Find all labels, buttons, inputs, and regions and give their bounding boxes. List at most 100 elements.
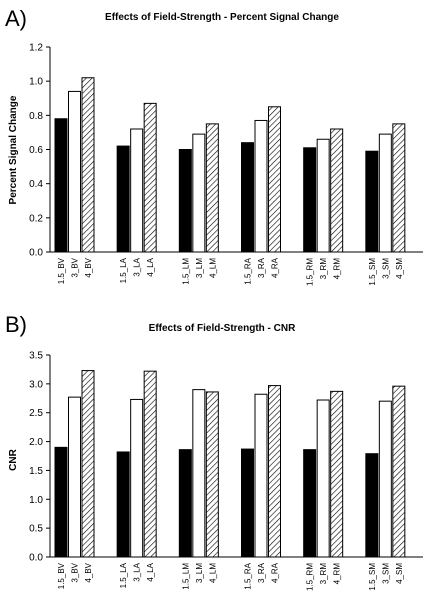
chart-a-bar-3_RA xyxy=(254,119,268,253)
chart-a-ytick-label: 1.2 xyxy=(29,43,43,54)
chart-b-bar-3_RM xyxy=(316,399,330,558)
chart-a-xtick-label: 3_RM xyxy=(319,258,328,280)
chart-a-xtick-label: 1.5_BV xyxy=(57,257,66,284)
chart-b-bar-4_BV xyxy=(81,370,95,558)
chart-b: B) Effects of Field-Strength - CNR CNR 0… xyxy=(5,312,423,591)
chart-a-xtick-label: 3_BV xyxy=(71,257,80,277)
chart-a-xtick-label: 3_LA xyxy=(133,257,142,276)
chart-b-title: Effects of Field-Strength - CNR xyxy=(149,323,296,334)
chart-b-ytick-label: 0.5 xyxy=(29,524,43,535)
chart-b-xtick-label: 3_RM xyxy=(319,563,328,585)
chart-a-ytick-label: 0.8 xyxy=(29,111,43,122)
chart-b-bar-1.5_SM xyxy=(365,453,379,558)
chart-a-xtick-label: 1.5_RA xyxy=(244,257,253,284)
chart-a-xtick-label: 1.5_RM xyxy=(306,258,315,286)
chart-a-xtick-label: 1.5_LM xyxy=(181,258,190,285)
chart-a-ytick-label: 0.2 xyxy=(29,213,43,224)
chart-b-ytick-label: 3.0 xyxy=(29,379,43,390)
chart-a-ytick-label: 1.0 xyxy=(29,77,43,88)
chart-a-xtick-label: 4_LA xyxy=(146,257,155,276)
chart-b-bar-3_LM xyxy=(192,389,206,558)
chart-a-ylabel: Percent Signal Change xyxy=(8,95,19,204)
chart-a-xtick-label: 4_BV xyxy=(84,257,93,277)
chart-b-xtick-label: 4_LA xyxy=(146,562,155,581)
chart-a-bar-3_RM xyxy=(316,138,330,253)
chart-a-xtick-label: 3_LM xyxy=(195,258,204,278)
chart-b-xticks: 1.5_BV 3_BV 4_BV 1.5_LA 3_LA 4_LA 1.5_LM 3_LM 4_… xyxy=(57,562,404,591)
chart-b-ytick-label: 1.0 xyxy=(29,495,43,506)
chart-b-ylabel: CNR xyxy=(8,448,19,470)
chart-b-xtick-label: 3_RA xyxy=(257,562,266,583)
chart-a-bar-1.5_RA xyxy=(241,142,254,253)
chart-b-ytick-label: 3.5 xyxy=(29,351,43,362)
chart-a-axes: 0.0 0.2 0.4 0.6 0.8 1.0 1.2 xyxy=(29,43,423,259)
chart-a-xtick-label: 4_RA xyxy=(271,257,280,278)
chart-a-xtick-label: 1.5_LA xyxy=(119,257,128,283)
chart-b-xtick-label: 4_LM xyxy=(208,563,217,583)
chart-a-bars xyxy=(54,77,406,253)
chart-a-bar-4_SM xyxy=(392,123,406,253)
chart-a-bar-4_RM xyxy=(330,128,344,253)
chart-a-bar-4_RA xyxy=(268,106,281,253)
chart-b-bar-3_SM xyxy=(378,400,392,558)
chart-b-xtick-label: 3_LA xyxy=(133,562,142,581)
chart-b-xtick-label: 3_BV xyxy=(71,562,80,582)
chart-b-xtick-label: 4_BV xyxy=(84,562,93,582)
chart-b-xtick-label: 1.5_LM xyxy=(181,563,190,590)
chart-b-xtick-label: 1.5_LA xyxy=(119,562,128,588)
chart-b-bar-3_LA xyxy=(130,398,144,558)
chart-a-ytick-label: 0.4 xyxy=(29,179,43,190)
chart-b-bar-1.5_RM xyxy=(303,449,317,558)
panel-label-a: A) xyxy=(5,6,27,31)
chart-a-bar-4_BV xyxy=(81,77,95,253)
chart-a-bar-1.5_RM xyxy=(303,147,317,253)
chart-a-bar-1.5_BV xyxy=(54,118,68,253)
chart-b-ytick-label: 2.5 xyxy=(29,408,43,419)
chart-b-xtick-label: 4_SM xyxy=(395,563,404,584)
chart-a-xtick-label: 3_RA xyxy=(257,257,266,278)
chart-a-bar-3_SM xyxy=(378,133,392,253)
chart-a: A) Effects of Field-Strength - Percent S… xyxy=(5,6,423,286)
chart-b-bar-4_LM xyxy=(205,391,219,558)
chart-b-bar-3_BV xyxy=(68,396,81,558)
chart-b-ytick-label: 1.5 xyxy=(29,466,43,477)
chart-b-ytick-label: 2.0 xyxy=(29,437,43,448)
chart-a-xtick-label: 4_LM xyxy=(208,258,217,278)
chart-b-xtick-label: 4_RM xyxy=(333,563,342,585)
chart-b-xtick-label: 1.5_RA xyxy=(244,562,253,589)
chart-a-bar-1.5_SM xyxy=(365,150,379,253)
chart-a-bar-3_LA xyxy=(130,128,144,253)
chart-b-ytick-label: 0.0 xyxy=(29,553,43,564)
chart-a-bar-4_LM xyxy=(205,123,219,253)
chart-a-xtick-label: 4_RM xyxy=(333,258,342,280)
chart-b-bars xyxy=(54,370,406,558)
chart-a-xtick-label: 3_SM xyxy=(381,258,390,279)
chart-a-xtick-label: 4_SM xyxy=(395,258,404,279)
chart-b-bar-4_RM xyxy=(330,390,344,558)
chart-b-bar-1.5_LA xyxy=(116,451,130,558)
chart-b-xtick-label: 1.5_RM xyxy=(306,563,315,591)
chart-b-bar-3_RA xyxy=(254,393,268,558)
chart-a-bar-4_LA xyxy=(143,102,157,253)
chart-b-bar-1.5_LM xyxy=(178,449,192,558)
chart-b-xtick-label: 4_RA xyxy=(271,562,280,583)
chart-a-bar-1.5_LA xyxy=(116,145,130,253)
chart-b-xtick-label: 1.5_SM xyxy=(368,563,377,591)
chart-a-bar-1.5_LM xyxy=(178,149,192,253)
chart-b-bar-1.5_BV xyxy=(54,446,68,558)
chart-b-xtick-label: 1.5_BV xyxy=(57,562,66,589)
panel-label-b: B) xyxy=(5,312,27,337)
chart-a-xticks: 1.5_BV 3_BV 4_BV 1.5_LA 3_LA 4_LA 1.5_LM 3_LM 4_… xyxy=(57,257,404,286)
chart-a-bar-3_BV xyxy=(68,90,81,253)
chart-b-axes: 0.0 0.5 1.0 1.5 2.0 2.5 3.0 3.5 xyxy=(29,351,423,564)
chart-b-bar-1.5_RA xyxy=(241,448,254,558)
chart-a-xtick-label: 1.5_SM xyxy=(368,258,377,286)
chart-a-ytick-label: 0.6 xyxy=(29,145,43,156)
chart-b-bar-4_LA xyxy=(143,370,157,558)
chart-b-xtick-label: 3_SM xyxy=(381,563,390,584)
chart-a-ytick-label: 0.0 xyxy=(29,248,43,259)
chart-b-bar-4_SM xyxy=(392,385,406,558)
chart-b-bar-4_RA xyxy=(268,385,281,558)
chart-a-bar-3_LM xyxy=(192,133,206,253)
